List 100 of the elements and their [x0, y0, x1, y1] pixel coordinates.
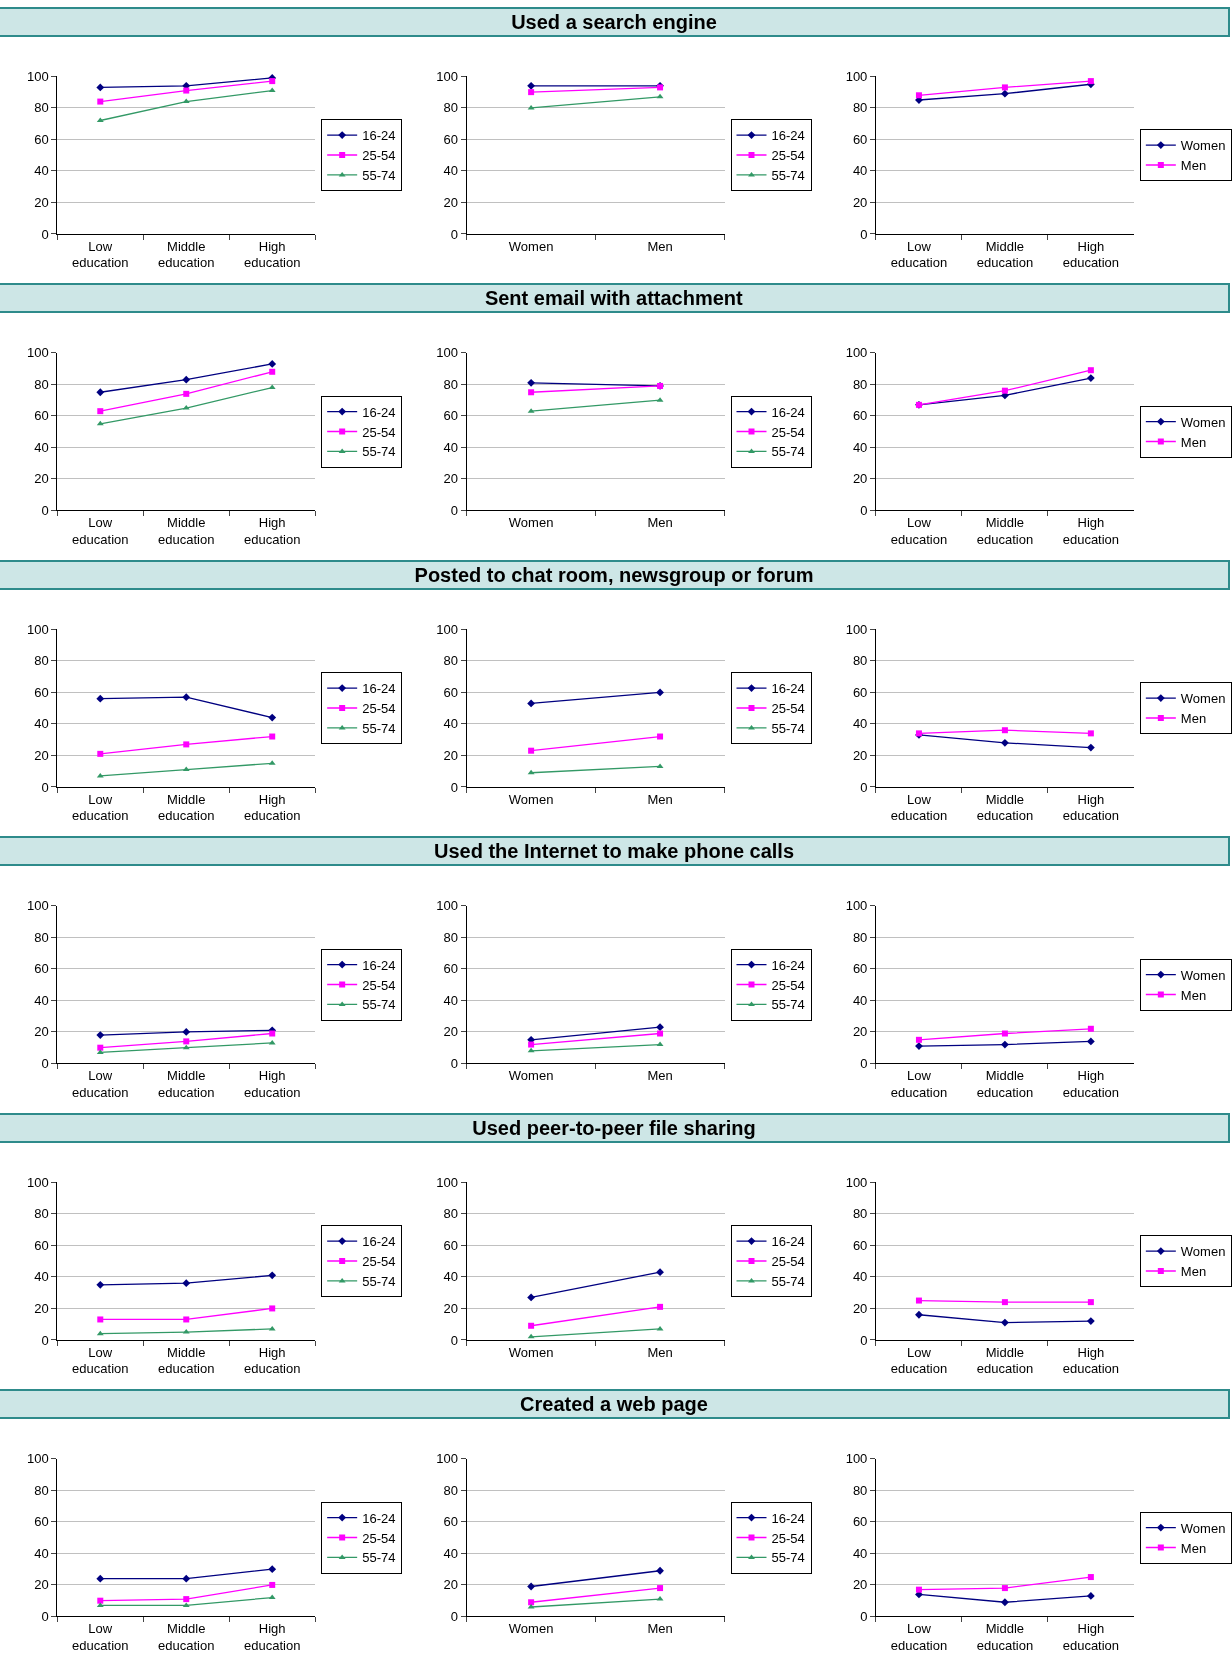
legend-label: 16-24: [362, 1234, 396, 1250]
y-tick-label: 100: [436, 1451, 459, 1467]
legend-label: 25-54: [771, 1530, 805, 1546]
x-tick-label: High education: [244, 1068, 301, 1100]
y-tick-label: 0: [41, 1609, 49, 1624]
x-tick-label: Women: [508, 515, 554, 531]
x-tick-label: Middle education: [976, 791, 1034, 824]
text: Sent email with attachment: [484, 287, 744, 309]
y-tick-label: 60: [443, 1237, 459, 1253]
legend-label: 25-54: [362, 1254, 396, 1270]
y-tick-label: 0: [860, 779, 868, 795]
legend-label: 25-54: [771, 977, 805, 993]
legend-label: 16-24: [362, 128, 396, 144]
y-tick-label: 20: [443, 1300, 459, 1316]
legend-label: Women: [1180, 138, 1226, 154]
y-tick-label: 20: [852, 1577, 868, 1593]
legend-label: 16-24: [771, 681, 805, 697]
y-tick-label: 0: [450, 1609, 459, 1624]
x-tick-label: Middle education: [158, 238, 215, 271]
y-tick-label: 20: [852, 1024, 868, 1040]
y-tick-label: 40: [34, 1545, 49, 1561]
y-tick-label: 60: [34, 131, 49, 147]
legend-label: 25-54: [362, 424, 396, 440]
x-tick-label: High education: [1062, 1621, 1120, 1653]
y-tick-label: 40: [443, 439, 459, 455]
y-tick-label: 0: [450, 226, 459, 242]
x-tick-label: Middle education: [976, 1068, 1034, 1100]
y-tick-label: 0: [860, 1332, 868, 1348]
legend-label: 25-54: [771, 701, 805, 717]
y-tick-label: 80: [34, 376, 49, 392]
x-tick-label: Low education: [72, 791, 129, 824]
legend-label: 55-74: [362, 1273, 396, 1289]
legend-label: 25-54: [771, 424, 805, 440]
x-tick-label: High education: [1062, 1068, 1120, 1100]
y-tick-label: 0: [450, 1332, 459, 1348]
legend-label: 16-24: [771, 957, 805, 973]
x-tick-label: High education: [1062, 515, 1120, 547]
y-tick-label: 80: [443, 653, 459, 669]
legend-label: 55-74: [362, 997, 396, 1013]
legend-label: 16-24: [362, 681, 396, 697]
y-tick-label: 100: [845, 1451, 868, 1467]
y-tick-label: 60: [443, 684, 459, 700]
text: Used peer-to-peer file sharing: [472, 1117, 756, 1139]
y-tick-label: 40: [443, 992, 459, 1008]
x-tick-label: High education: [1062, 791, 1120, 824]
x-tick-label: Women: [508, 1621, 554, 1637]
x-tick-label: Women: [508, 791, 554, 807]
y-tick-label: 20: [443, 1577, 459, 1593]
y-tick-label: 20: [34, 1300, 49, 1316]
y-tick-label: 100: [845, 345, 868, 361]
y-tick-label: 100: [27, 898, 49, 914]
y-tick-label: 40: [443, 1545, 459, 1561]
y-tick-label: 100: [436, 1174, 459, 1190]
x-tick-label: Middle education: [976, 238, 1034, 271]
x-tick-label: Low education: [72, 1344, 129, 1377]
x-tick-label: Middle education: [976, 1344, 1034, 1377]
legend-label: Men: [1180, 987, 1207, 1003]
y-tick-label: 60: [443, 1514, 459, 1530]
y-tick-label: 20: [34, 1577, 49, 1593]
x-tick-label: High education: [244, 1621, 301, 1653]
y-tick-label: 40: [443, 1269, 459, 1285]
y-tick-label: 80: [34, 929, 49, 945]
y-tick-label: 100: [27, 68, 49, 84]
y-tick-label: 60: [34, 961, 49, 977]
y-tick-label: 80: [852, 1206, 868, 1222]
y-tick-label: 60: [852, 1237, 868, 1253]
y-tick-label: 40: [852, 1545, 868, 1561]
legend-label: 55-74: [771, 1550, 805, 1566]
y-tick-label: 60: [34, 408, 49, 424]
y-tick-label: 40: [34, 716, 49, 732]
y-tick-label: 60: [443, 961, 459, 977]
text: Used a search engine: [511, 11, 717, 33]
y-tick-label: 80: [34, 1206, 49, 1222]
y-tick-label: 40: [852, 1269, 868, 1285]
y-tick-label: 0: [860, 503, 868, 518]
y-tick-label: 20: [443, 471, 459, 487]
y-tick-label: 100: [27, 1174, 49, 1190]
y-tick-label: 100: [27, 345, 49, 361]
y-tick-label: 20: [443, 1024, 459, 1040]
y-tick-label: 80: [34, 100, 49, 116]
legend-label: Men: [1180, 158, 1207, 174]
y-tick-label: 40: [34, 992, 49, 1008]
x-tick-label: Women: [508, 1068, 554, 1084]
y-tick-label: 80: [34, 653, 49, 669]
x-tick-label: Middle education: [158, 515, 215, 547]
legend-label: Women: [1180, 691, 1226, 707]
y-tick-label: 100: [436, 898, 459, 914]
y-tick-label: 20: [852, 194, 868, 210]
x-tick-label: Men: [647, 238, 673, 254]
legend-label: 16-24: [771, 1510, 805, 1526]
legend-label: 16-24: [771, 128, 805, 144]
y-tick-label: 20: [34, 747, 49, 763]
y-tick-label: 100: [436, 68, 459, 84]
legend-label: Women: [1180, 1244, 1226, 1260]
legend-label: 16-24: [362, 1510, 396, 1526]
y-tick-label: 80: [852, 376, 868, 392]
x-tick-label: High education: [1062, 1344, 1120, 1377]
y-tick-label: 100: [436, 345, 459, 361]
legend-label: 55-74: [771, 1273, 805, 1289]
y-tick-label: 20: [443, 747, 459, 763]
